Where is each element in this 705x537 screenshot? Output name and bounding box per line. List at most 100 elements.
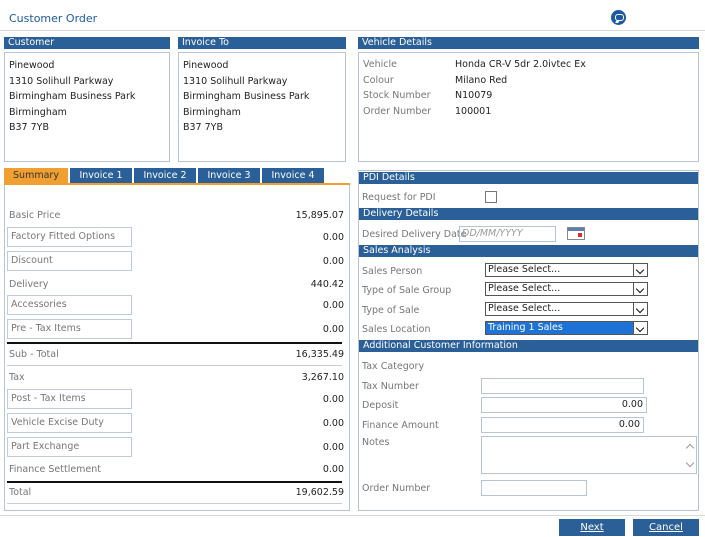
order-number-label: Order Number bbox=[362, 483, 431, 494]
sales-location-value: Training 1 Sales bbox=[488, 322, 563, 333]
vehicle-excise-duty-button[interactable]: Vehicle Excise Duty bbox=[7, 413, 132, 433]
chevron-down-icon[interactable] bbox=[633, 264, 647, 276]
scroll-down-icon[interactable] bbox=[685, 458, 695, 468]
address-line: Pinewood bbox=[9, 60, 55, 71]
customer-address: Pinewood 1310 Solihull Parkway Birmingha… bbox=[4, 52, 170, 162]
tab-summary[interactable]: Summary bbox=[4, 168, 68, 184]
delivery-value: 440.42 bbox=[310, 279, 344, 290]
post-tax-items-button[interactable]: Post - Tax Items bbox=[7, 389, 132, 409]
tax-number-input[interactable] bbox=[481, 378, 644, 394]
cancel-button-label: Cancel bbox=[649, 522, 683, 533]
discount-button[interactable]: Discount bbox=[7, 251, 132, 271]
sales-location-label: Sales Location bbox=[362, 324, 431, 335]
type-of-sale-label: Type of Sale bbox=[362, 305, 420, 316]
deposit-label: Deposit bbox=[362, 400, 399, 411]
part-exchange-button[interactable]: Part Exchange bbox=[7, 437, 132, 457]
type-of-sale-group-select[interactable]: Please Select... bbox=[485, 282, 648, 296]
address-line: Birmingham Business Park bbox=[9, 91, 136, 102]
request-pdi-label: Request for PDI bbox=[362, 192, 436, 203]
finance-settlement-value: 0.00 bbox=[322, 464, 344, 475]
sales-person-label: Sales Person bbox=[362, 266, 423, 277]
tab-invoice-4[interactable]: Invoice 4 bbox=[262, 168, 324, 184]
tax-number-label: Tax Number bbox=[362, 381, 419, 392]
discount-value: 0.00 bbox=[322, 256, 344, 267]
chevron-down-icon[interactable] bbox=[633, 283, 647, 295]
type-of-sale-value: Please Select... bbox=[488, 303, 561, 314]
vehicle-value: Honda CR-V 5dr 2.0ivtec Ex bbox=[455, 59, 586, 70]
address-line: B37 7YB bbox=[183, 122, 223, 133]
type-of-sale-group-label: Type of Sale Group bbox=[362, 285, 452, 296]
vehicle-header: Vehicle Details bbox=[358, 37, 699, 49]
additional-info-header: Additional Customer Information bbox=[359, 340, 698, 352]
sub-total-value: 16,335.49 bbox=[295, 349, 344, 360]
tab-invoice-2[interactable]: Invoice 2 bbox=[134, 168, 196, 184]
total-value: 19,602.59 bbox=[295, 487, 344, 498]
tax-category-label: Tax Category bbox=[362, 361, 425, 372]
sales-person-select[interactable]: Please Select... bbox=[485, 263, 648, 277]
factory-options-value: 0.00 bbox=[322, 232, 344, 243]
finance-settlement-label: Finance Settlement bbox=[9, 464, 102, 475]
basic-price-label: Basic Price bbox=[9, 210, 61, 221]
invoice-to-header: Invoice To bbox=[178, 37, 346, 49]
type-of-sale-group-value: Please Select... bbox=[488, 283, 561, 294]
delivery-label: Delivery bbox=[9, 279, 49, 290]
factory-options-button[interactable]: Factory Fitted Options bbox=[7, 227, 132, 247]
request-pdi-checkbox[interactable] bbox=[485, 191, 497, 203]
divider bbox=[0, 515, 705, 516]
calendar-icon[interactable] bbox=[567, 227, 585, 240]
subtotal-rule bbox=[7, 342, 342, 344]
vehicle-label: Vehicle bbox=[363, 59, 397, 70]
invoice-to-section: Invoice To Pinewood 1310 Solihull Parkwa… bbox=[178, 37, 346, 162]
basic-price-value: 15,895.07 bbox=[295, 210, 344, 221]
colour-label: Colour bbox=[363, 75, 394, 86]
tab-underline bbox=[4, 183, 350, 185]
accessories-button[interactable]: Accessories bbox=[7, 295, 132, 315]
pre-tax-items-button[interactable]: Pre - Tax Items bbox=[7, 319, 132, 339]
chevron-down-icon[interactable] bbox=[633, 303, 647, 315]
total-rule bbox=[7, 481, 342, 483]
divider bbox=[0, 30, 705, 31]
summary-panel bbox=[4, 185, 350, 511]
tab-invoice-3[interactable]: Invoice 3 bbox=[198, 168, 260, 184]
notes-label: Notes bbox=[362, 437, 390, 448]
order-number-label: Order Number bbox=[363, 106, 432, 117]
sales-location-select[interactable]: Training 1 Sales bbox=[485, 321, 648, 335]
vehicle-section: Vehicle Details Vehicle Honda CR-V 5dr 2… bbox=[358, 37, 699, 162]
invoice-to-address: Pinewood 1310 Solihull Parkway Birmingha… bbox=[178, 52, 346, 162]
part-exchange-value: 0.00 bbox=[322, 442, 344, 453]
finance-amount-label: Finance Amount bbox=[362, 420, 439, 431]
stock-number-value: N10079 bbox=[455, 90, 493, 101]
vehicle-details-box: Vehicle Honda CR-V 5dr 2.0ivtec Ex Colou… bbox=[358, 52, 699, 162]
sub-total-label: Sub - Total bbox=[9, 349, 59, 360]
notes-textarea[interactable] bbox=[481, 436, 697, 474]
scroll-up-icon[interactable] bbox=[685, 443, 695, 453]
tab-invoice-1[interactable]: Invoice 1 bbox=[70, 168, 132, 184]
next-button[interactable]: Next bbox=[559, 519, 625, 536]
next-button-label: Next bbox=[580, 522, 604, 533]
customer-header: Customer bbox=[4, 37, 170, 49]
address-line: Pinewood bbox=[183, 60, 229, 71]
stock-number-label: Stock Number bbox=[363, 90, 431, 101]
chevron-down-icon[interactable] bbox=[633, 322, 647, 334]
page-title: Customer Order bbox=[9, 12, 98, 25]
desired-delivery-date-input[interactable]: DD/MM/YYYY bbox=[459, 226, 556, 242]
sales-person-value: Please Select... bbox=[488, 264, 561, 275]
finance-amount-input[interactable]: 0.00 bbox=[481, 417, 644, 433]
colour-value: Milano Red bbox=[455, 75, 508, 86]
type-of-sale-select[interactable]: Please Select... bbox=[485, 302, 648, 316]
sales-analysis-header: Sales Analysis bbox=[359, 245, 698, 257]
pre-tax-items-value: 0.00 bbox=[322, 324, 344, 335]
address-line: B37 7YB bbox=[9, 122, 49, 133]
chat-icon[interactable] bbox=[611, 10, 626, 25]
order-number-value: 100001 bbox=[455, 106, 492, 117]
post-tax-items-value: 0.00 bbox=[322, 394, 344, 405]
address-line: Birmingham Business Park bbox=[183, 91, 310, 102]
order-number-input[interactable] bbox=[481, 480, 587, 496]
accessories-value: 0.00 bbox=[322, 300, 344, 311]
deposit-input[interactable]: 0.00 bbox=[481, 397, 647, 413]
cancel-button[interactable]: Cancel bbox=[633, 519, 699, 536]
divider bbox=[7, 503, 342, 504]
invoice-tabs: Summary Invoice 1 Invoice 2 Invoice 3 In… bbox=[4, 168, 350, 184]
total-label: Total bbox=[9, 487, 32, 498]
address-line: Birmingham bbox=[9, 106, 67, 118]
